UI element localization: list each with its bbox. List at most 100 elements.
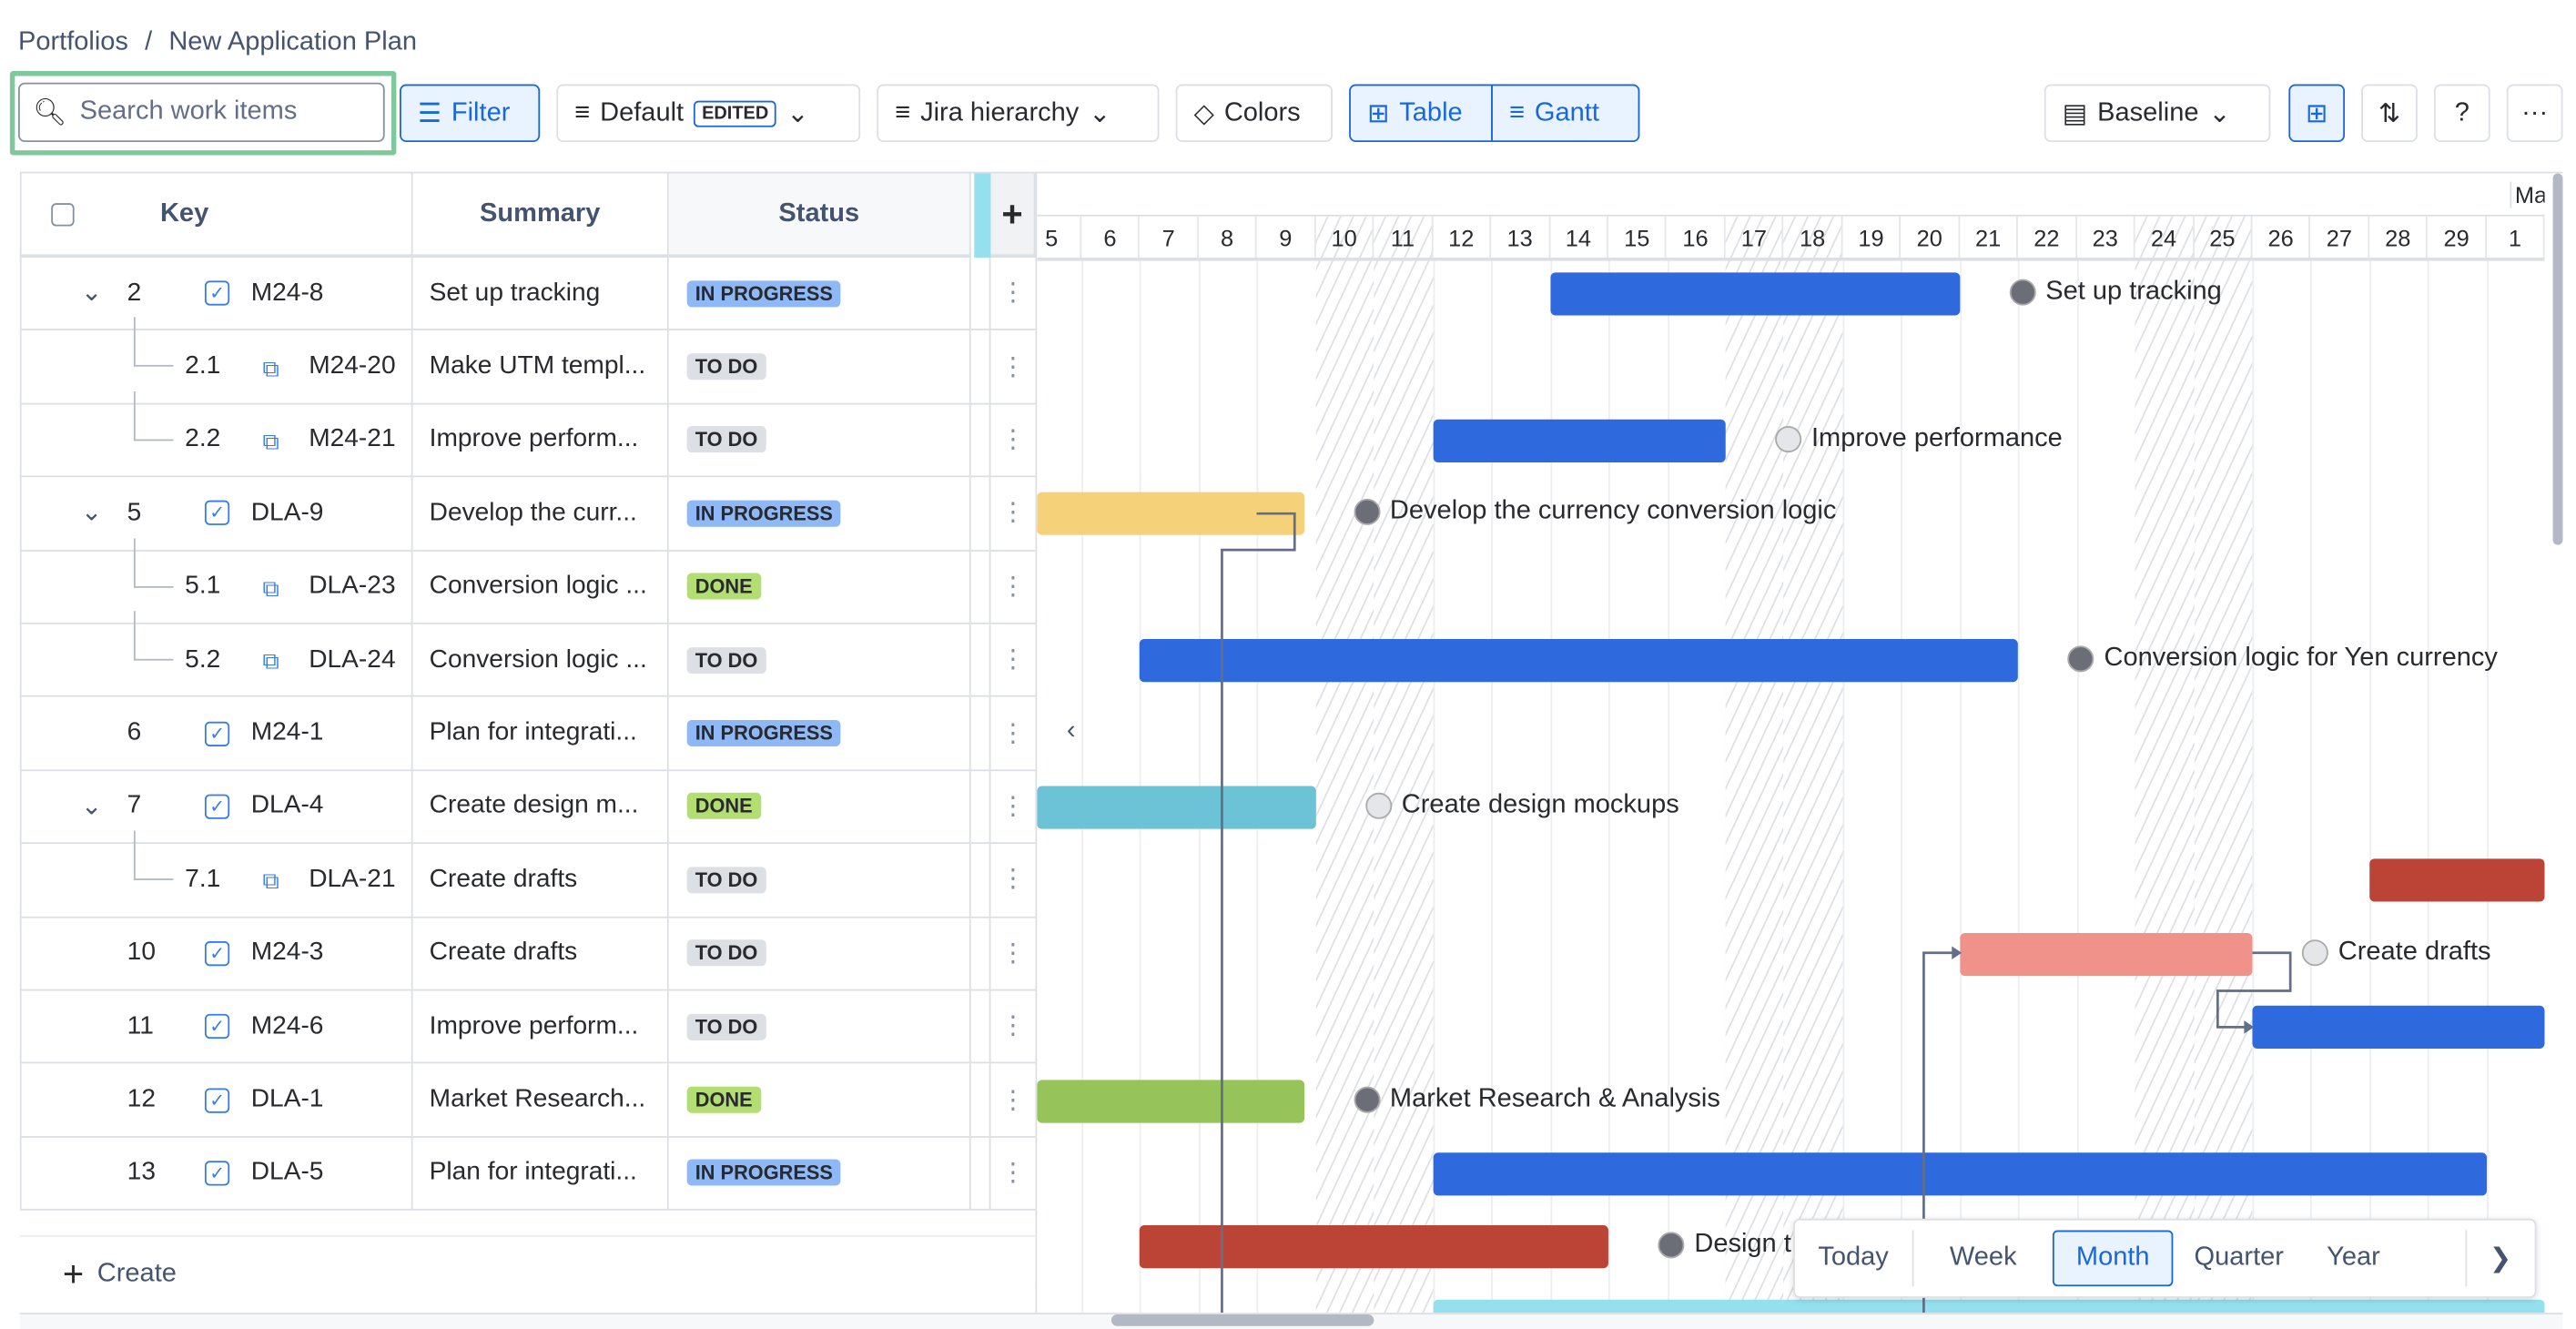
- select-all-checkbox[interactable]: [51, 202, 75, 226]
- summary-cell[interactable]: Conversion logic ...: [429, 572, 647, 601]
- table-row[interactable]: 2.1 ⧉ M24-20 Make UTM templ... TO DO ⋮: [19, 318, 1036, 405]
- status-badge[interactable]: DONE: [686, 1086, 761, 1113]
- breadcrumb-current[interactable]: New Application Plan: [168, 27, 418, 56]
- row-actions-icon[interactable]: ⋮: [999, 792, 1027, 821]
- issue-key[interactable]: M24-6: [250, 1011, 324, 1040]
- summary-cell[interactable]: Conversion logic ...: [429, 644, 647, 674]
- column-summary[interactable]: Summary: [412, 173, 669, 258]
- baseline-dropdown[interactable]: ▤ Baseline ⌄: [2044, 84, 2271, 143]
- chevron-down-icon[interactable]: ⌄: [80, 499, 103, 528]
- summary-cell[interactable]: Develop the curr...: [429, 498, 637, 527]
- status-badge[interactable]: DONE: [686, 793, 761, 820]
- create-button[interactable]: + Create: [19, 1234, 1036, 1314]
- status-badge[interactable]: IN PROGRESS: [686, 720, 842, 747]
- issue-key[interactable]: M24-21: [309, 425, 396, 453]
- row-actions-icon[interactable]: ⋮: [999, 1012, 1027, 1041]
- table-row[interactable]: 5.2 ⧉ DLA-24 Conversion logic ... TO DO …: [19, 611, 1036, 698]
- column-key[interactable]: Key: [19, 173, 413, 258]
- table-row[interactable]: 10 ✓ M24-3 Create drafts TO DO ⋮: [19, 917, 1036, 991]
- view-dropdown[interactable]: ≡ Default EDITED ⌄: [556, 84, 861, 143]
- summary-cell[interactable]: Market Research...: [429, 1085, 646, 1113]
- issue-key[interactable]: M24-8: [250, 279, 324, 307]
- row-actions-icon[interactable]: ⋮: [999, 499, 1027, 528]
- summary-cell[interactable]: Create drafts: [429, 938, 578, 967]
- horizontal-scrollbar-thumb[interactable]: [1111, 1314, 1374, 1326]
- table-row[interactable]: 12 ✓ DLA-1 Market Research... DONE ⋮: [19, 1063, 1036, 1138]
- hierarchy-dropdown[interactable]: ≡ Jira hierarchy ⌄: [877, 84, 1160, 143]
- column-status[interactable]: Status: [668, 173, 971, 258]
- summary-cell[interactable]: Plan for integrati...: [429, 1158, 637, 1187]
- table-row[interactable]: 13 ✓ DLA-5 Plan for integrati... IN PROG…: [19, 1137, 1036, 1212]
- status-badge[interactable]: TO DO: [686, 646, 766, 674]
- row-actions-icon[interactable]: ⋮: [999, 1085, 1027, 1114]
- table-row[interactable]: 2.2 ⧉ M24-21 Improve perform... TO DO ⋮: [19, 391, 1036, 478]
- gantt-bar[interactable]: [1549, 272, 1960, 316]
- gantt-bar[interactable]: [1140, 1225, 1608, 1269]
- status-badge[interactable]: IN PROGRESS: [686, 279, 842, 307]
- status-badge[interactable]: TO DO: [686, 426, 766, 453]
- status-badge[interactable]: TO DO: [686, 867, 766, 894]
- gantt-bar[interactable]: [1959, 932, 2253, 976]
- chevron-right-icon[interactable]: ❯: [2464, 1230, 2535, 1287]
- today-button[interactable]: Today: [1795, 1230, 1914, 1287]
- row-actions-icon[interactable]: ⋮: [999, 352, 1027, 381]
- gantt-bar[interactable]: [1433, 419, 1726, 462]
- row-actions-icon[interactable]: ⋮: [999, 1159, 1027, 1188]
- gantt-bar[interactable]: [1037, 1079, 1304, 1122]
- row-actions-icon[interactable]: ⋮: [999, 426, 1027, 454]
- chevron-down-icon[interactable]: ⌄: [80, 279, 103, 308]
- dependencies-toggle[interactable]: ⊞: [2288, 84, 2346, 143]
- summary-cell[interactable]: Improve perform...: [429, 1011, 639, 1040]
- gantt-bar[interactable]: [1037, 786, 1316, 829]
- gantt-view-button[interactable]: ≡ Gantt: [1491, 84, 1640, 143]
- status-badge[interactable]: TO DO: [686, 939, 766, 967]
- timescale-month[interactable]: Month: [2053, 1230, 2173, 1287]
- search-input[interactable]: 🔍︎ Search work items: [17, 82, 385, 143]
- settings-button[interactable]: ⇅: [2361, 84, 2418, 143]
- summary-cell[interactable]: Create design m...: [429, 791, 639, 820]
- summary-cell[interactable]: Improve perform...: [429, 425, 639, 453]
- table-row[interactable]: ⌄ 7 ✓ DLA-4 Create design m... DONE ⋮: [19, 770, 1036, 845]
- status-badge[interactable]: DONE: [686, 573, 761, 601]
- issue-key[interactable]: DLA-4: [250, 791, 324, 820]
- summary-cell[interactable]: Create drafts: [429, 865, 578, 894]
- issue-key[interactable]: DLA-1: [250, 1085, 324, 1113]
- status-badge[interactable]: IN PROGRESS: [686, 1160, 842, 1187]
- table-view-button[interactable]: ⊞ Table: [1349, 84, 1493, 143]
- table-row[interactable]: 6 ✓ M24-1 Plan for integrati... IN PROGR…: [19, 697, 1036, 771]
- gantt-bar[interactable]: [1433, 1152, 2487, 1196]
- vertical-scrollbar[interactable]: [2552, 173, 2563, 545]
- row-actions-icon[interactable]: ⋮: [999, 645, 1027, 675]
- issue-key[interactable]: DLA-21: [309, 865, 396, 894]
- issue-key[interactable]: M24-3: [250, 938, 324, 967]
- issue-key[interactable]: DLA-24: [309, 644, 396, 674]
- gantt-bar[interactable]: [1140, 639, 2019, 683]
- more-button[interactable]: ···: [2506, 84, 2563, 143]
- gantt-bar[interactable]: [1433, 1299, 2545, 1314]
- table-row[interactable]: ⌄ 5 ✓ DLA-9 Develop the curr... IN PROGR…: [19, 477, 1036, 552]
- summary-cell[interactable]: Set up tracking: [429, 279, 601, 307]
- issue-key[interactable]: DLA-23: [309, 572, 396, 601]
- filter-button[interactable]: ☰ Filter: [400, 84, 541, 143]
- timescale-year[interactable]: Year: [2327, 1243, 2380, 1272]
- gantt-bar[interactable]: [2369, 859, 2545, 903]
- row-actions-icon[interactable]: ⋮: [999, 719, 1027, 748]
- table-row[interactable]: ⌄ 2 ✓ M24-8 Set up tracking IN PROGRESS …: [19, 257, 1036, 331]
- row-actions-icon[interactable]: ⋮: [999, 938, 1027, 968]
- timescale-week[interactable]: Week: [1949, 1243, 2017, 1272]
- status-badge[interactable]: TO DO: [686, 1013, 766, 1040]
- issue-key[interactable]: M24-20: [309, 351, 396, 380]
- colors-button[interactable]: ◇ Colors: [1175, 84, 1333, 143]
- row-actions-icon[interactable]: ⋮: [999, 866, 1027, 895]
- status-badge[interactable]: TO DO: [686, 353, 766, 380]
- table-row[interactable]: 5.1 ⧉ DLA-23 Conversion logic ... DONE ⋮: [19, 537, 1036, 624]
- timescale-quarter[interactable]: Quarter: [2194, 1243, 2284, 1272]
- summary-cell[interactable]: Plan for integrati...: [429, 718, 637, 747]
- add-column-button[interactable]: +: [990, 173, 1036, 258]
- issue-key[interactable]: M24-1: [250, 718, 324, 747]
- breadcrumb-portfolios[interactable]: Portfolios: [17, 27, 128, 56]
- column-resize-handle[interactable]: [974, 173, 991, 258]
- row-actions-icon[interactable]: ⋮: [999, 573, 1027, 601]
- issue-key[interactable]: DLA-5: [250, 1158, 324, 1187]
- issue-key[interactable]: DLA-9: [250, 498, 324, 527]
